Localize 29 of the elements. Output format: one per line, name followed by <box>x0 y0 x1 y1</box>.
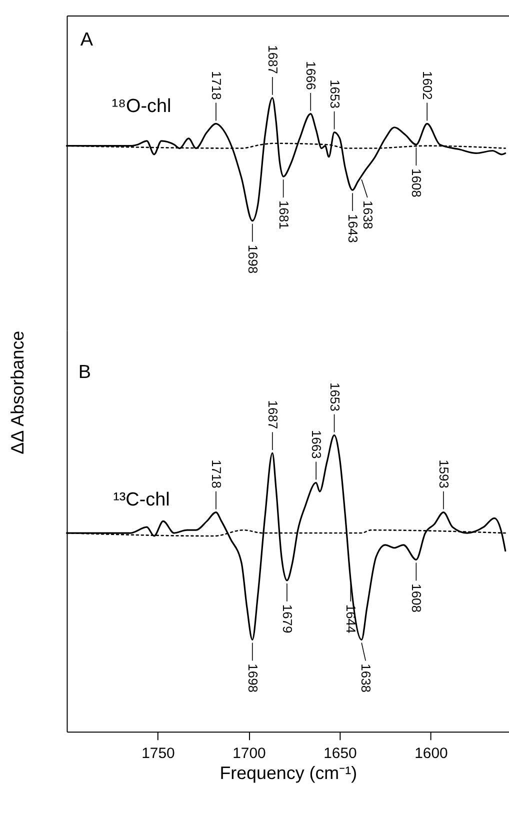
annotation: 1687 <box>265 45 280 74</box>
annotation: 1718 <box>208 460 224 488</box>
annotation: 1608 <box>409 584 424 612</box>
annotation: 1698 <box>245 664 260 692</box>
annotation: 1638 <box>360 200 376 230</box>
x-tick-label: 1700 <box>232 745 266 762</box>
annotation: 1608 <box>409 168 424 198</box>
annotation: 1638 <box>358 664 374 692</box>
annotation: 1593 <box>436 460 452 488</box>
annotation: 1653 <box>327 382 342 412</box>
annotation: 1687 <box>265 400 280 430</box>
annotation: ¹⁸O-chl <box>112 96 172 118</box>
text: A <box>80 29 94 50</box>
annotation: ¹³C-chl <box>113 490 170 511</box>
annotation: 1666 <box>304 61 319 90</box>
annotation: 1602 <box>420 71 436 100</box>
annotation: 1663 <box>309 430 324 459</box>
annotation: 1679 <box>280 604 295 634</box>
y-axis-title: ΔΔ Absorbance <box>7 330 28 454</box>
text: B <box>78 362 91 384</box>
x-axis-title: Frequency (cm⁻¹) <box>220 762 358 783</box>
x-tick-label: 1650 <box>324 745 357 762</box>
annotation: 1653 <box>327 80 342 108</box>
annotation: 1718 <box>208 71 224 100</box>
annotation: 1643 <box>345 214 360 243</box>
annotation: 1698 <box>245 244 260 274</box>
x-tick-label: 1600 <box>414 745 448 762</box>
x-tick-label: 1750 <box>142 745 175 762</box>
annotation: 1681 <box>276 200 292 230</box>
